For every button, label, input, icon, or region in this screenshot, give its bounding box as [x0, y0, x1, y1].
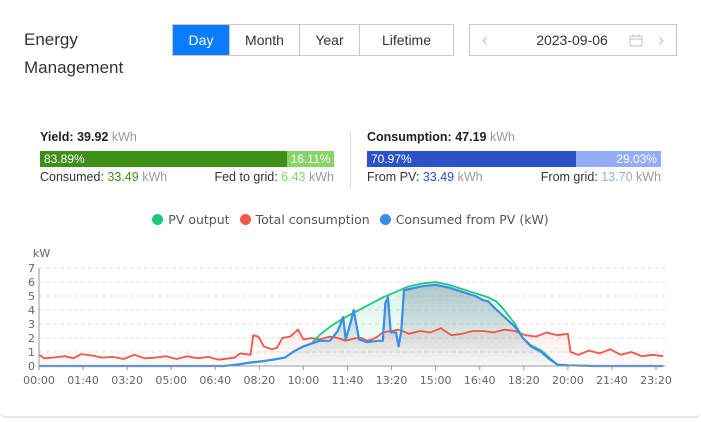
- consumption-pv-segment: 70.97%: [367, 151, 576, 167]
- consumption-label: Consumption:: [367, 130, 452, 144]
- summary-divider: [350, 132, 351, 188]
- consumption-from-pv: From PV: 33.49 kWh: [367, 170, 483, 184]
- yield-label: Yield:: [40, 130, 74, 144]
- series-line-2: [39, 283, 664, 368]
- chevron-right-icon[interactable]: ›: [658, 29, 664, 50]
- from-pv-label: From PV:: [367, 170, 420, 184]
- legend-label: Consumed from PV (kW): [395, 212, 549, 227]
- svg-text:00:00: 00:00: [23, 374, 55, 387]
- consumption-unit: kWh: [489, 130, 515, 144]
- svg-text:10:00: 10:00: [288, 374, 320, 387]
- fed-value: 6.43: [281, 170, 306, 184]
- consumption-grid-segment: 29.03%: [575, 151, 661, 167]
- calendar-icon[interactable]: [626, 34, 646, 47]
- svg-text:13:20: 13:20: [376, 374, 408, 387]
- svg-text:06:40: 06:40: [199, 374, 231, 387]
- yield-consumed-segment: 83.89%: [40, 151, 287, 167]
- consumed-unit: kWh: [142, 170, 168, 184]
- svg-text:4: 4: [28, 304, 35, 317]
- series-line-1: [38, 327, 664, 361]
- legend-pv-output[interactable]: PV output: [152, 212, 230, 227]
- consumed-label: Consumed:: [40, 170, 104, 184]
- chart-lines: [38, 281, 664, 368]
- svg-text:20:00: 20:00: [552, 374, 584, 387]
- yield-bar: 83.89% 16.11%: [40, 151, 334, 167]
- svg-text:0: 0: [28, 360, 35, 373]
- consumption-from-grid: From grid: 13.70 kWh: [541, 170, 661, 184]
- pv-output-dot-icon: [152, 214, 164, 225]
- from-grid-unit: kWh: [636, 170, 661, 184]
- consumed-from-pv-dot-icon: [379, 214, 391, 225]
- from-pv-unit: kWh: [457, 170, 483, 184]
- svg-text:16:40: 16:40: [464, 374, 496, 387]
- consumption-summary: Consumption: 47.19 kWh 70.97% 29.03% Fro…: [367, 130, 661, 184]
- svg-text:15:00: 15:00: [420, 374, 452, 387]
- svg-text:5: 5: [28, 290, 35, 303]
- fed-unit: kWh: [309, 170, 334, 184]
- consumption-value: 47.19: [455, 130, 487, 144]
- legend-total-consumption[interactable]: Total consumption: [239, 212, 370, 227]
- date-value[interactable]: 2023-09-06: [536, 32, 608, 48]
- svg-text:01:40: 01:40: [67, 374, 99, 387]
- from-pv-value: 33.49: [422, 170, 455, 184]
- date-picker: ‹ 2023-09-06 ›: [469, 24, 677, 56]
- yield-unit: kWh: [111, 130, 137, 144]
- svg-text:kW: kW: [33, 247, 50, 260]
- total-consumption-dot-icon: [239, 214, 251, 225]
- svg-text:18:20: 18:20: [508, 374, 540, 387]
- chart-legend: PV output Total consumption Consumed fro…: [0, 212, 701, 227]
- legend-label: Total consumption: [255, 212, 370, 227]
- yield-summary: Yield: 39.92 kWh 83.89% 16.11% Consumed:…: [40, 130, 334, 184]
- svg-text:21:40: 21:40: [596, 374, 628, 387]
- svg-text:11:40: 11:40: [332, 374, 364, 387]
- svg-text:03:20: 03:20: [111, 374, 143, 387]
- svg-text:7: 7: [28, 262, 35, 275]
- svg-text:23:20: 23:20: [640, 374, 672, 387]
- svg-text:6: 6: [28, 276, 35, 289]
- consumption-heading: Consumption: 47.19 kWh: [367, 130, 661, 148]
- svg-text:2: 2: [28, 332, 35, 345]
- legend-consumed-from-pv[interactable]: Consumed from PV (kW): [379, 212, 549, 227]
- consumption-bar: 70.97% 29.03%: [367, 151, 661, 167]
- yield-fed-segment: 16.11%: [286, 151, 334, 167]
- from-grid-value: 13.70: [601, 170, 633, 184]
- page-title: Energy Management: [24, 30, 124, 77]
- fed-label: Fed to grid:: [214, 170, 278, 184]
- period-selector: Day Month Year Lifetime: [172, 24, 454, 56]
- svg-text:3: 3: [28, 318, 35, 331]
- svg-text:08:20: 08:20: [244, 374, 276, 387]
- svg-text:05:00: 05:00: [155, 374, 187, 387]
- legend-label: PV output: [168, 212, 230, 227]
- tab-year[interactable]: Year: [299, 25, 359, 55]
- yield-value: 39.92: [77, 130, 109, 144]
- yield-heading: Yield: 39.92 kWh: [40, 130, 334, 148]
- yield-consumed: Consumed: 33.49 kWh: [40, 170, 167, 184]
- tab-month[interactable]: Month: [229, 25, 299, 55]
- from-grid-label: From grid:: [540, 170, 598, 184]
- consumed-value: 33.49: [107, 170, 139, 184]
- tab-day[interactable]: Day: [173, 25, 229, 55]
- yield-fed-to-grid: Fed to grid: 6.43 kWh: [214, 170, 334, 184]
- svg-text:1: 1: [28, 346, 35, 359]
- chevron-left-icon[interactable]: ‹: [482, 29, 488, 50]
- tab-lifetime[interactable]: Lifetime: [359, 25, 453, 55]
